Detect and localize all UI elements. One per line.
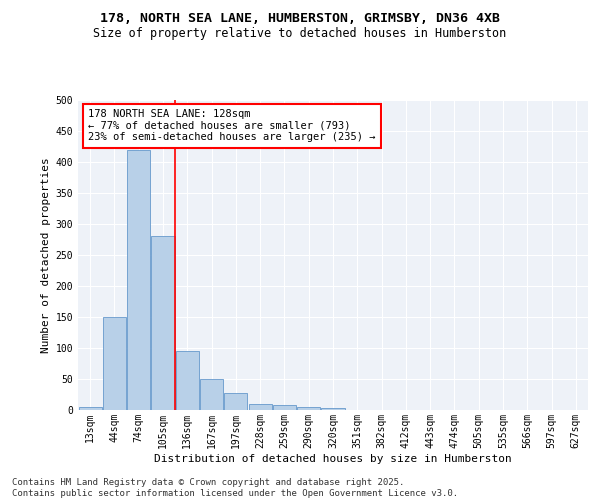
Text: Contains HM Land Registry data © Crown copyright and database right 2025.
Contai: Contains HM Land Registry data © Crown c…: [12, 478, 458, 498]
Bar: [176, 351, 199, 410]
Bar: [297, 407, 320, 410]
Bar: [322, 408, 344, 410]
Bar: [127, 150, 150, 410]
Text: Size of property relative to detached houses in Humberston: Size of property relative to detached ho…: [94, 28, 506, 40]
Bar: [200, 379, 223, 410]
Text: 178, NORTH SEA LANE, HUMBERSTON, GRIMSBY, DN36 4XB: 178, NORTH SEA LANE, HUMBERSTON, GRIMSBY…: [100, 12, 500, 26]
Bar: [151, 236, 175, 410]
Text: 178 NORTH SEA LANE: 128sqm
← 77% of detached houses are smaller (793)
23% of sem: 178 NORTH SEA LANE: 128sqm ← 77% of deta…: [88, 110, 376, 142]
Bar: [248, 404, 272, 410]
Bar: [224, 392, 247, 410]
Bar: [79, 407, 101, 410]
Bar: [103, 317, 126, 410]
Y-axis label: Number of detached properties: Number of detached properties: [41, 157, 52, 353]
X-axis label: Distribution of detached houses by size in Humberston: Distribution of detached houses by size …: [154, 454, 512, 464]
Bar: [273, 405, 296, 410]
